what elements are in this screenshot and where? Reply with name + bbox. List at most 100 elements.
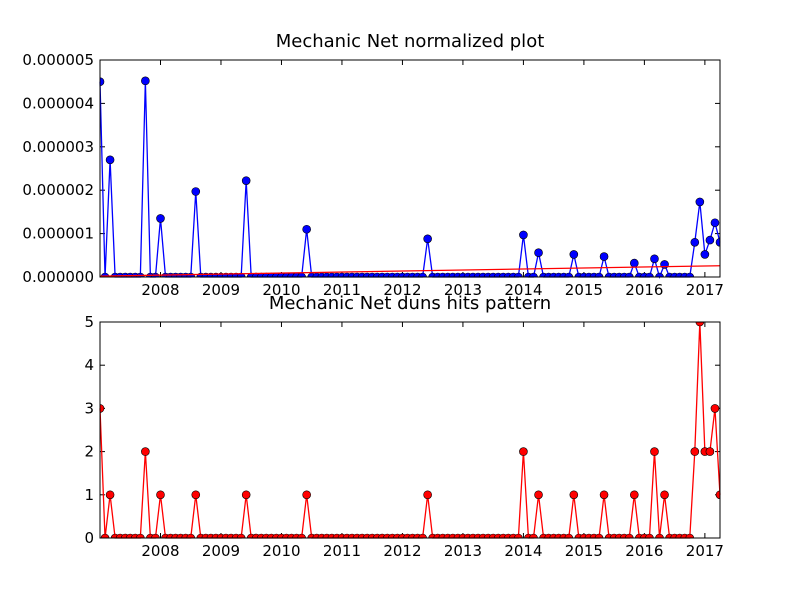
chart-title: Mechanic Net normalized plot — [276, 31, 545, 52]
y-tick-label: 0.000000 — [22, 268, 94, 286]
x-tick-label: 2008 — [141, 542, 179, 560]
marker — [105, 155, 115, 165]
marker — [700, 250, 710, 259]
marker — [630, 258, 639, 268]
x-tick-label: 2010 — [262, 542, 300, 560]
marker — [297, 533, 306, 538]
marker — [690, 447, 700, 456]
marker — [241, 490, 251, 500]
series-line — [99, 321, 721, 539]
marker — [514, 272, 523, 277]
marker — [710, 218, 720, 228]
marker — [534, 490, 543, 500]
marker — [599, 252, 609, 261]
x-tick-label: 2012 — [383, 281, 421, 299]
marker — [136, 533, 145, 538]
marker — [655, 533, 664, 538]
x-tick-label: 2008 — [141, 281, 179, 299]
marker — [705, 235, 715, 245]
x-tick-label: 2014 — [504, 281, 542, 299]
marker — [569, 250, 579, 259]
marker — [564, 272, 574, 277]
marker — [100, 533, 110, 538]
marker — [191, 187, 201, 196]
marker — [594, 533, 604, 538]
x-tick-label: 2017 — [686, 542, 724, 560]
x-tick-label: 2010 — [262, 281, 300, 299]
x-tick-label: 2013 — [444, 542, 482, 560]
x-tick-label: 2017 — [686, 281, 724, 299]
marker — [695, 197, 705, 207]
marker — [141, 76, 150, 86]
marker — [645, 272, 654, 277]
x-tick-label: 2015 — [565, 281, 603, 299]
marker — [645, 533, 654, 538]
marker — [685, 272, 695, 277]
marker — [685, 533, 695, 538]
x-tick-label: 2016 — [625, 281, 663, 299]
marker — [105, 490, 115, 500]
series-line — [99, 80, 721, 280]
y-tick-label: 0.000005 — [22, 51, 94, 69]
y-tick-label: 0.000004 — [22, 94, 94, 112]
marker — [514, 533, 523, 538]
marker — [241, 176, 251, 185]
marker — [650, 447, 659, 456]
marker — [715, 237, 720, 247]
marker — [418, 272, 427, 277]
x-tick-label: 2013 — [444, 281, 482, 299]
x-tick-label: 2009 — [202, 542, 240, 560]
marker — [630, 490, 639, 500]
marker — [186, 533, 196, 538]
marker — [705, 447, 715, 456]
y-tick-label: 4 — [84, 356, 94, 374]
marker — [151, 533, 160, 538]
marker — [594, 272, 604, 277]
marker — [423, 234, 432, 244]
marker — [236, 533, 246, 538]
marker — [715, 490, 720, 500]
x-tick-label: 2016 — [625, 542, 663, 560]
y-tick-label: 0.000002 — [22, 181, 94, 199]
marker — [100, 77, 105, 86]
x-tick-label: 2011 — [323, 542, 361, 560]
marker — [529, 533, 538, 538]
marker — [156, 214, 165, 223]
series-line — [99, 265, 721, 277]
marker — [695, 322, 705, 327]
plot-frame — [99, 59, 721, 278]
x-tick-label: 2009 — [202, 281, 240, 299]
x-tick-label: 2012 — [383, 542, 421, 560]
marker — [564, 533, 574, 538]
marker — [710, 404, 720, 413]
y-tick-label: 0.000003 — [22, 138, 94, 156]
marker — [650, 254, 659, 264]
marker — [690, 237, 700, 247]
y-tick-label: 2 — [84, 443, 94, 461]
y-tick-label: 1 — [84, 486, 94, 504]
marker — [655, 272, 664, 277]
marker — [191, 490, 201, 500]
marker — [156, 490, 165, 500]
marker — [302, 490, 311, 500]
y-tick-label: 3 — [84, 399, 94, 417]
marker — [529, 272, 538, 277]
y-tick-label: 5 — [84, 313, 94, 331]
marker — [302, 224, 311, 234]
marker — [418, 533, 427, 538]
marker — [100, 404, 105, 413]
marker — [519, 447, 528, 456]
marker — [569, 490, 579, 500]
marker — [423, 490, 432, 500]
x-tick-label: 2014 — [504, 542, 542, 560]
y-tick-label: 0.000001 — [22, 225, 94, 243]
marker — [624, 533, 634, 538]
plot-frame — [99, 321, 721, 539]
marker — [519, 230, 528, 240]
marker — [534, 248, 543, 257]
marker — [624, 272, 634, 277]
chart-title: Mechanic Net duns hits pattern — [269, 293, 551, 314]
x-tick-label: 2011 — [323, 281, 361, 299]
